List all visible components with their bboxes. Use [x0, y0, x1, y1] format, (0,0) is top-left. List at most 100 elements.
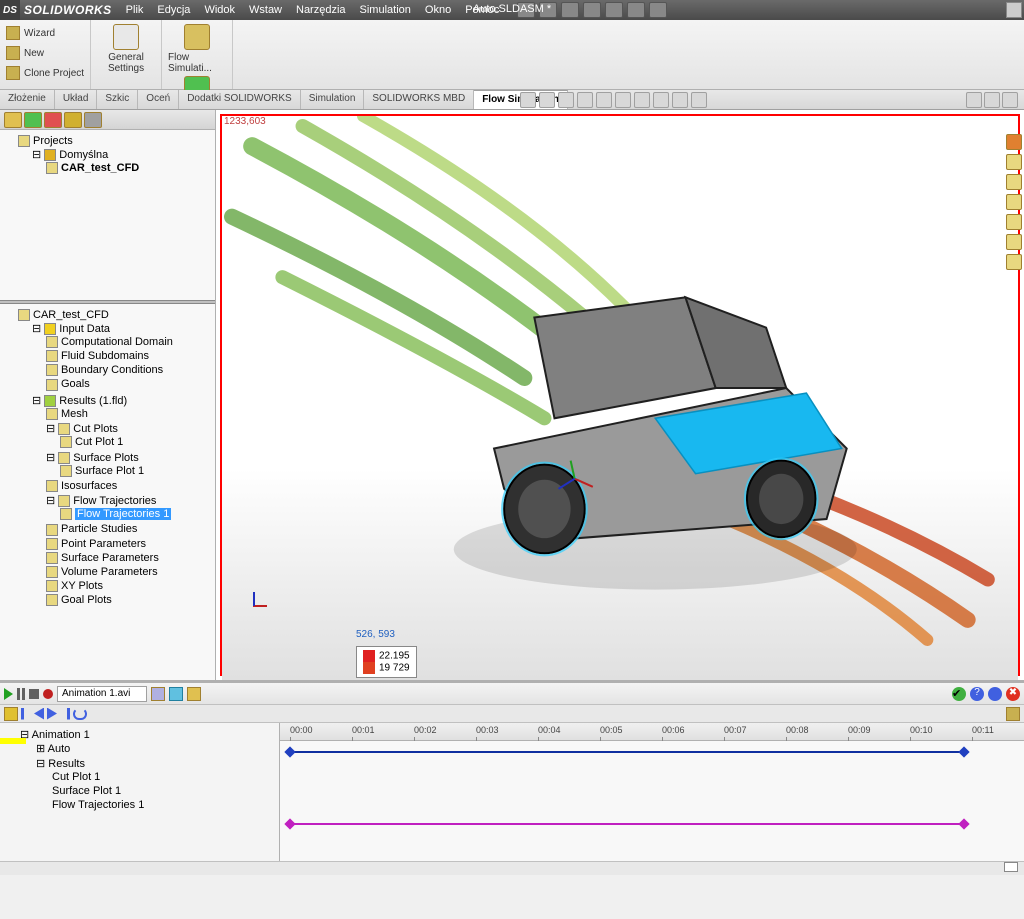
appearance-icon[interactable]: [653, 92, 669, 108]
flow-surface-plot-1[interactable]: Surface Plot 1: [75, 465, 144, 477]
flow-surface-plots[interactable]: Surface Plots: [73, 452, 138, 464]
save-animation-icon[interactable]: [151, 687, 165, 701]
property-manager-tab-icon[interactable]: [24, 112, 42, 128]
taskpane-view-palette-icon[interactable]: [1006, 194, 1022, 210]
feature-manager-tab-icon[interactable]: [4, 112, 22, 128]
general-settings-button[interactable]: General Settings: [97, 24, 155, 74]
qat-undo-icon[interactable]: [605, 2, 623, 18]
flow-particle[interactable]: Particle Studies: [61, 523, 137, 535]
taskpane-file-explorer-icon[interactable]: [1006, 174, 1022, 190]
record-button[interactable]: [43, 689, 53, 699]
tab-simulation[interactable]: Simulation: [301, 90, 365, 109]
loop-button[interactable]: [73, 708, 87, 720]
qat-print-icon[interactable]: [583, 2, 601, 18]
flow-vol-param[interactable]: Volume Parameters: [61, 566, 158, 578]
prev-view-icon[interactable]: [558, 92, 574, 108]
qat-options-icon[interactable]: [649, 2, 667, 18]
flow-isosurfaces[interactable]: Isosurfaces: [61, 480, 117, 492]
new-button[interactable]: New: [6, 44, 84, 62]
view-orient-icon[interactable]: [596, 92, 612, 108]
flow-surf-param[interactable]: Surface Parameters: [61, 552, 159, 564]
display-style-icon[interactable]: [615, 92, 631, 108]
clone-project-button[interactable]: Clone Project: [6, 64, 84, 82]
menu-tools[interactable]: Narzędzia: [290, 2, 352, 18]
animation-wizard-icon[interactable]: [169, 687, 183, 701]
menu-window[interactable]: Okno: [419, 2, 457, 18]
tab-layout[interactable]: Układ: [55, 90, 98, 109]
flow-point-param[interactable]: Point Parameters: [61, 538, 146, 550]
timeline-zoom-icon[interactable]: [1004, 862, 1018, 872]
pause-button[interactable]: [17, 688, 25, 700]
zoom-area-icon[interactable]: [539, 92, 555, 108]
taskpane-design-lib-icon[interactable]: [1006, 154, 1022, 170]
prev-frame-button[interactable]: [34, 708, 44, 720]
display-manager-tab-icon[interactable]: [84, 112, 102, 128]
next-frame-button[interactable]: [47, 708, 57, 720]
scene-icon[interactable]: [672, 92, 688, 108]
flow-input[interactable]: Input Data: [59, 323, 110, 335]
animation-tree[interactable]: ⊟ Animation 1 ⊞ Auto ⊟ Results Cut Plot …: [0, 723, 280, 861]
minimize-button[interactable]: [1006, 2, 1022, 18]
wizard-button[interactable]: Wizard: [6, 24, 84, 42]
flow-results[interactable]: Results (1.fld): [59, 395, 127, 407]
collapse-timeline-icon[interactable]: [1006, 707, 1020, 721]
anim-flowtraj1[interactable]: Flow Trajectories 1: [52, 799, 144, 811]
timeline-track-animation[interactable]: [290, 751, 964, 753]
flow-boundary[interactable]: Boundary Conditions: [61, 364, 163, 376]
animation-filename-input[interactable]: [57, 686, 147, 702]
tab-addins[interactable]: Dodatki SOLIDWORKS: [179, 90, 300, 109]
dimxpert-tab-icon[interactable]: [64, 112, 82, 128]
tab-assembly[interactable]: Złożenie: [0, 90, 55, 109]
keyframe-start[interactable]: [284, 746, 295, 757]
menu-edit[interactable]: Edycja: [151, 2, 196, 18]
anim-results[interactable]: Results: [48, 758, 85, 770]
tree-default[interactable]: Domyślna: [59, 149, 108, 161]
cancel-icon[interactable]: ✖: [1006, 687, 1020, 701]
zoom-fit-icon[interactable]: [520, 92, 536, 108]
flow-simulation-button[interactable]: Flow Simulati...: [168, 24, 226, 74]
mdi-minimize-icon[interactable]: [966, 92, 982, 108]
tree-study[interactable]: CAR_test_CFD: [61, 162, 139, 174]
flow-trajectories[interactable]: Flow Trajectories: [73, 495, 156, 507]
taskpane-resources-icon[interactable]: [1006, 134, 1022, 150]
tab-evaluate[interactable]: Oceń: [138, 90, 179, 109]
animation-timeline[interactable]: 00:0000:0100:0200:0300:0400:0500:0600:07…: [280, 723, 1024, 861]
flow-cut-plot-1[interactable]: Cut Plot 1: [75, 436, 123, 448]
timeline-track-flowtraj[interactable]: [290, 823, 964, 825]
flow-xy-plots[interactable]: XY Plots: [61, 580, 103, 592]
keyframe-start[interactable]: [284, 818, 295, 829]
reset-icon[interactable]: [988, 687, 1002, 701]
tree-projects[interactable]: Projects: [33, 135, 73, 147]
flow-cut-plots[interactable]: Cut Plots: [73, 423, 118, 435]
config-manager-tab-icon[interactable]: [44, 112, 62, 128]
keyframe-end[interactable]: [958, 746, 969, 757]
flow-goal-plots[interactable]: Goal Plots: [61, 594, 112, 606]
taskpane-custom-props-icon[interactable]: [1006, 234, 1022, 250]
animation-settings-icon[interactable]: [187, 687, 201, 701]
menu-insert[interactable]: Wstaw: [243, 2, 288, 18]
qat-redo-icon[interactable]: [627, 2, 645, 18]
anim-cutplot1[interactable]: Cut Plot 1: [52, 771, 100, 783]
menu-simulation[interactable]: Simulation: [354, 2, 417, 18]
keyframe-end[interactable]: [958, 818, 969, 829]
section-view-icon[interactable]: [577, 92, 593, 108]
taskpane-appearances-icon[interactable]: [1006, 214, 1022, 230]
menu-view[interactable]: Widok: [198, 2, 241, 18]
anim-surfplot1[interactable]: Surface Plot 1: [52, 785, 121, 797]
flow-fluid-sub[interactable]: Fluid Subdomains: [61, 350, 149, 362]
first-frame-button[interactable]: [21, 708, 31, 720]
view-settings-icon[interactable]: [691, 92, 707, 108]
flow-goals[interactable]: Goals: [61, 378, 90, 390]
timeline-ruler[interactable]: 00:0000:0100:0200:0300:0400:0500:0600:07…: [280, 723, 1024, 741]
help-icon[interactable]: ?: [970, 687, 984, 701]
last-frame-button[interactable]: [60, 708, 70, 720]
flow-mesh[interactable]: Mesh: [61, 408, 88, 420]
anim-auto[interactable]: Auto: [48, 743, 71, 755]
mdi-restore-icon[interactable]: [984, 92, 1000, 108]
tab-mbd[interactable]: SOLIDWORKS MBD: [364, 90, 474, 109]
flow-root[interactable]: CAR_test_CFD: [33, 309, 109, 321]
flow-comp-domain[interactable]: Computational Domain: [61, 336, 173, 348]
tab-sketch[interactable]: Szkic: [97, 90, 138, 109]
projects-tree[interactable]: Projects ⊟ Domyślna CAR_test_CFD: [0, 130, 215, 300]
hide-show-icon[interactable]: [634, 92, 650, 108]
